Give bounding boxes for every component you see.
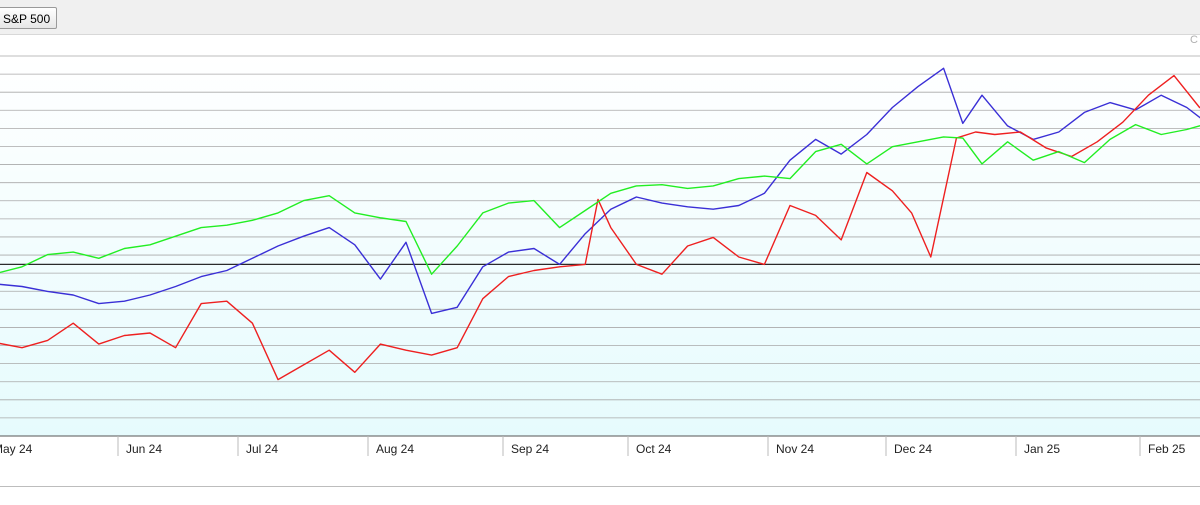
gridlines	[0, 55, 1200, 419]
x-tick-label: Oct 24	[636, 442, 672, 456]
series-line-green	[0, 123, 1200, 275]
plot-area	[0, 56, 1200, 436]
line-chart: May 24 Jun 24 Jul 24 Aug 24 Sep 24 Oct 24 Nov …	[0, 55, 1200, 456]
x-tick-label: Nov 24	[776, 442, 814, 456]
x-tick-label: Sep 24	[511, 442, 549, 456]
x-tick-label: Dec 24	[894, 442, 932, 456]
x-tick-label: Jul 24	[246, 442, 278, 456]
x-tick-label: Jan 25	[1024, 442, 1060, 456]
bottom-divider	[0, 486, 1200, 487]
series-line-red	[0, 74, 1200, 381]
x-axis: May 24 Jun 24 Jul 24 Aug 24 Sep 24 Oct 24 Nov …	[0, 435, 1200, 456]
x-tick-label: Jun 24	[126, 442, 162, 456]
x-tick-label: May 24	[0, 442, 33, 456]
corner-mark: C	[1190, 34, 1198, 46]
series-lines	[0, 67, 1200, 381]
sp500-button[interactable]: S&P 500	[0, 7, 58, 29]
x-tick-label: Feb 25	[1148, 442, 1186, 456]
toolbar: S&P 500	[0, 0, 1200, 35]
x-tick-label: Aug 24	[376, 442, 414, 456]
